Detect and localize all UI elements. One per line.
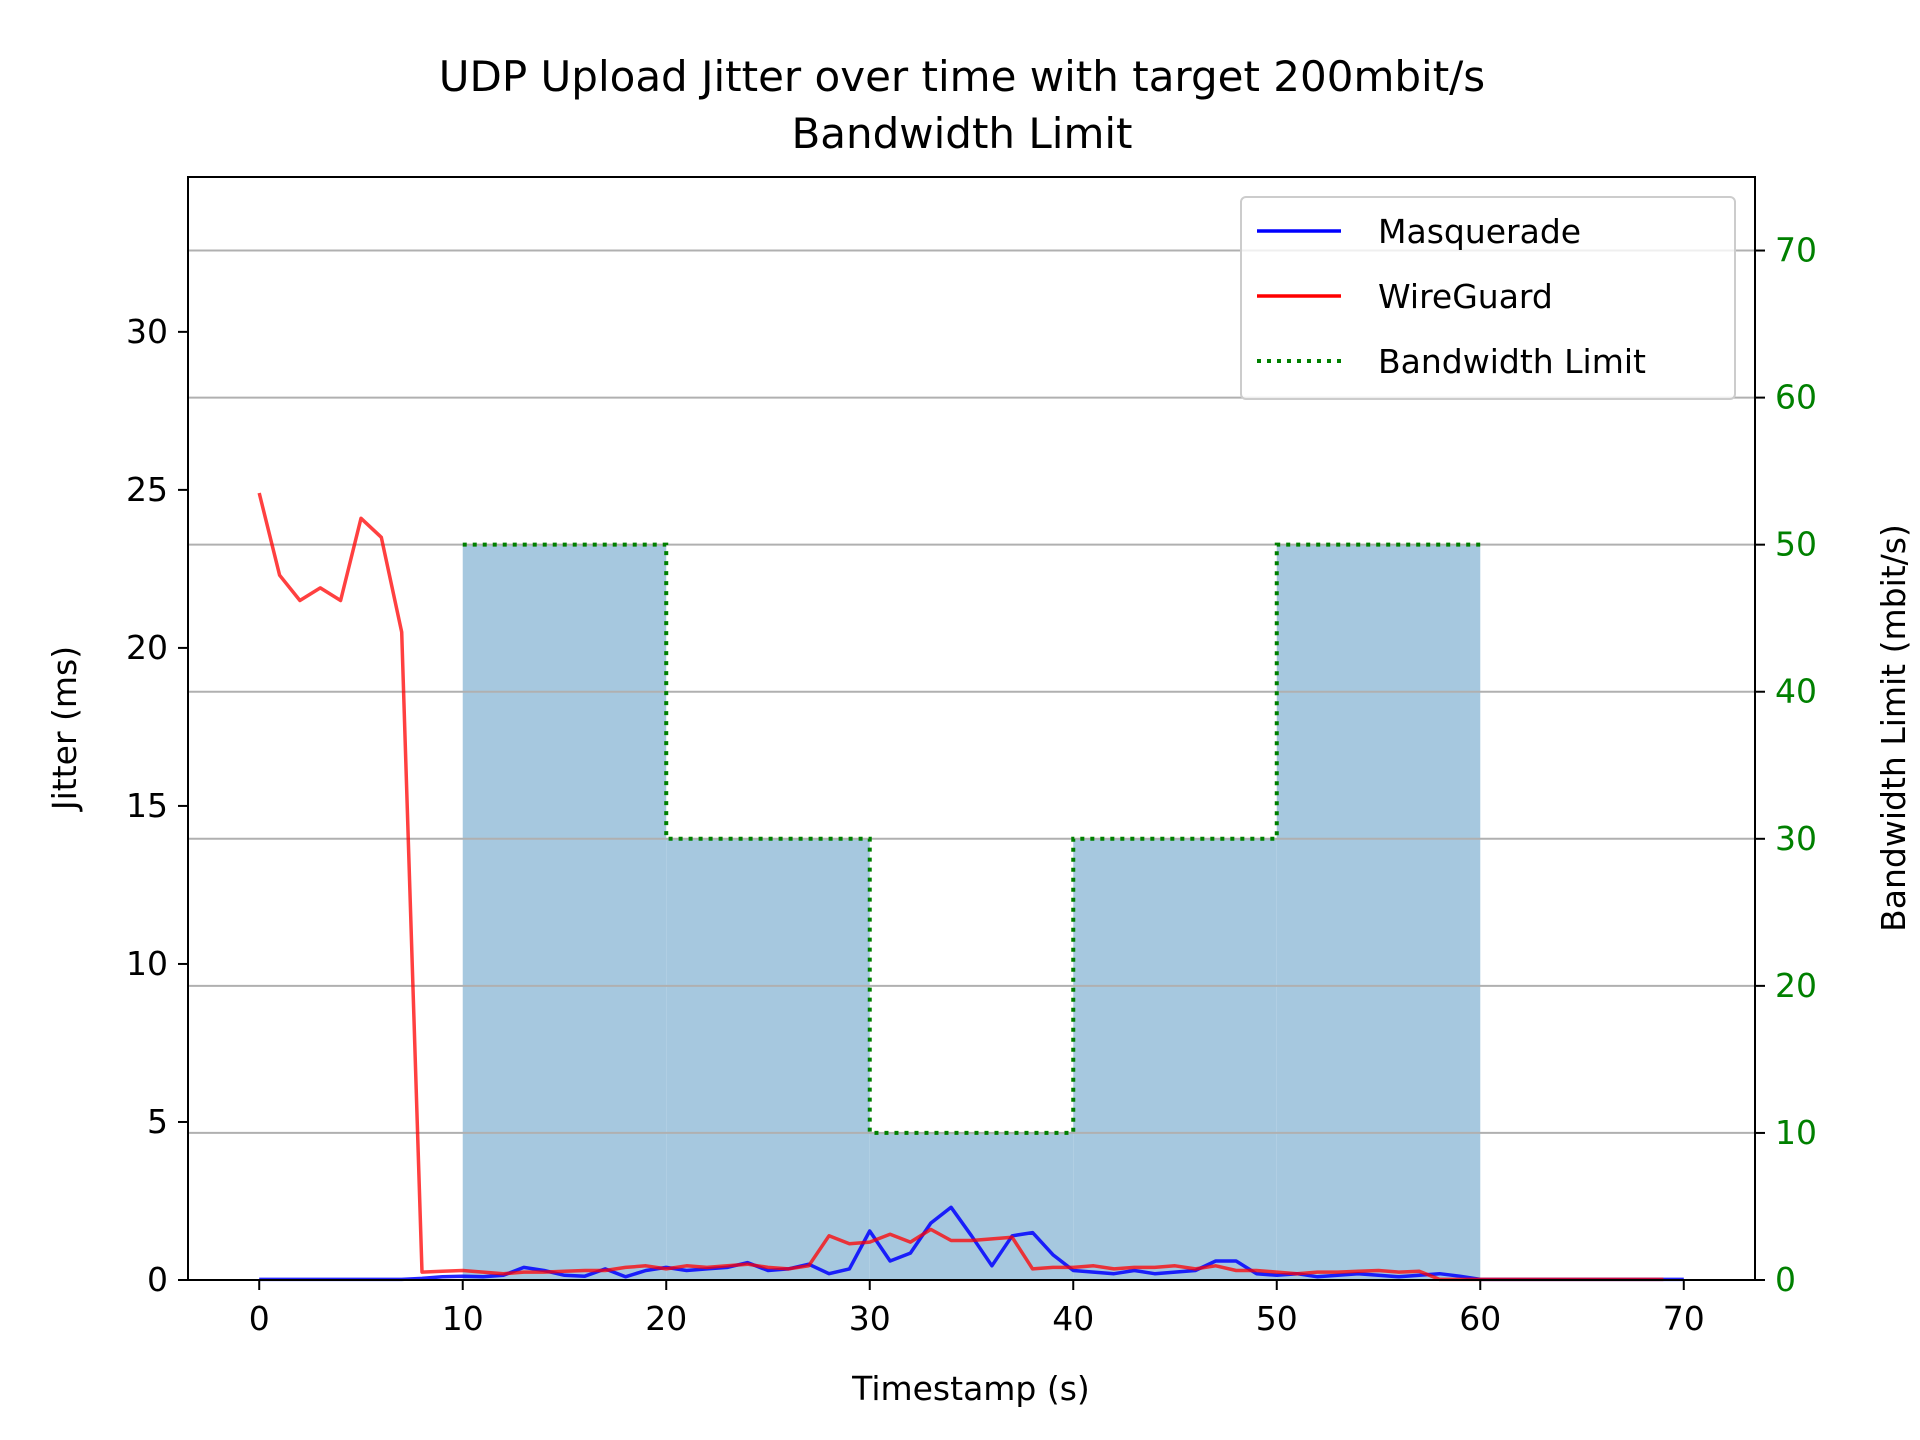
y-tick-label: 5 [147, 1102, 168, 1141]
x-tick-label: 20 [645, 1299, 687, 1338]
y-tick-label: 15 [126, 786, 168, 825]
x-axis: 0 10 20 30 40 50 60 70 [249, 1280, 1705, 1338]
y2-tick-label: 70 [1775, 231, 1817, 270]
y2-tick-label: 50 [1775, 525, 1817, 564]
x-tick-label: 40 [1052, 1299, 1094, 1338]
wireguard-line [257, 492, 1664, 1282]
title-line-1: UDP Upload Jitter over time with target … [439, 52, 1485, 101]
y2-tick-label: 0 [1775, 1260, 1796, 1299]
x-tick-label: 70 [1663, 1299, 1705, 1338]
legend-wireguard-label: WireGuard [1378, 277, 1553, 316]
title-line-2: Bandwidth Limit [791, 109, 1132, 158]
y-tick-label: 30 [126, 312, 168, 351]
bandwidth-fill-area [462, 544, 1481, 1280]
bandwidth-fill-step [462, 544, 667, 1280]
legend: Masquerade WireGuard Bandwidth Limit [1240, 196, 1736, 400]
legend-box [1240, 196, 1736, 400]
y-tick-label: 0 [147, 1260, 168, 1299]
bandwidth-fill-step [666, 838, 870, 1280]
chart-title: UDP Upload Jitter over time with target … [439, 52, 1485, 158]
y-tick-label: 25 [126, 470, 168, 509]
y-tick-label: 10 [126, 944, 168, 983]
bandwidth-fill-step [1073, 838, 1277, 1280]
bandwidth-fill-step [1276, 544, 1481, 1280]
legend-masquerade-label: Masquerade [1378, 212, 1581, 251]
x-tick-label: 60 [1459, 1299, 1501, 1338]
masquerade-line [259, 1205, 1684, 1282]
y2-axis-label: Bandwidth Limit (mbit/s) [1874, 524, 1913, 932]
plot-frame [187, 176, 1756, 1281]
y2-tick-label: 20 [1775, 966, 1817, 1005]
y-tick-label: 20 [126, 628, 168, 667]
y2-tick-label: 40 [1775, 672, 1817, 711]
x-tick-label: 0 [249, 1299, 270, 1338]
y-axis-right: 0 10 20 30 40 50 60 70 [1755, 231, 1817, 1299]
x-tick-label: 30 [849, 1299, 891, 1338]
series-lines [257, 492, 1684, 1282]
x-axis-label: Timestamp (s) [851, 1369, 1090, 1408]
x-tick-label: 10 [442, 1299, 484, 1338]
y-axis-left: 0 5 10 15 20 25 30 [126, 312, 188, 1299]
y2-tick-label: 10 [1775, 1113, 1817, 1152]
y2-tick-label: 60 [1775, 378, 1817, 417]
x-tick-label: 50 [1256, 1299, 1298, 1338]
y-axis-label: Jitter (ms) [45, 646, 84, 812]
legend-bandwidth-limit-label: Bandwidth Limit [1378, 342, 1646, 381]
y2-tick-label: 30 [1775, 819, 1817, 858]
bandwidth-limit-line [462, 542, 1481, 1135]
